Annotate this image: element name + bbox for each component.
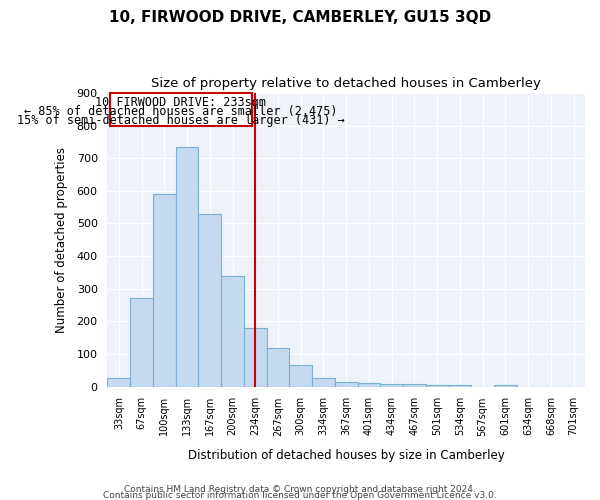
Text: 10, FIRWOOD DRIVE, CAMBERLEY, GU15 3QD: 10, FIRWOOD DRIVE, CAMBERLEY, GU15 3QD	[109, 10, 491, 25]
Bar	[266, 348, 289, 387]
Bar	[153, 194, 176, 386]
Bar	[449, 385, 472, 386]
Bar	[244, 328, 266, 386]
Bar	[289, 364, 312, 386]
X-axis label: Distribution of detached houses by size in Camberley: Distribution of detached houses by size …	[188, 450, 505, 462]
Bar	[380, 384, 403, 386]
Bar	[358, 382, 380, 386]
Text: 15% of semi-detached houses are larger (431) →: 15% of semi-detached houses are larger (…	[17, 114, 344, 128]
Y-axis label: Number of detached properties: Number of detached properties	[55, 147, 68, 333]
Bar	[403, 384, 426, 386]
Bar	[312, 378, 335, 386]
Bar	[130, 298, 153, 386]
Bar	[199, 214, 221, 386]
Text: ← 85% of detached houses are smaller (2,475): ← 85% of detached houses are smaller (2,…	[24, 105, 338, 118]
Bar	[221, 276, 244, 386]
Bar	[176, 147, 199, 386]
FancyBboxPatch shape	[110, 93, 252, 126]
Bar	[494, 384, 517, 386]
Bar	[107, 378, 130, 386]
Text: 10 FIRWOOD DRIVE: 233sqm: 10 FIRWOOD DRIVE: 233sqm	[95, 96, 266, 108]
Text: Contains public sector information licensed under the Open Government Licence v3: Contains public sector information licen…	[103, 490, 497, 500]
Text: Contains HM Land Registry data © Crown copyright and database right 2024.: Contains HM Land Registry data © Crown c…	[124, 484, 476, 494]
Bar	[335, 382, 358, 386]
Title: Size of property relative to detached houses in Camberley: Size of property relative to detached ho…	[151, 78, 541, 90]
Bar	[426, 384, 449, 386]
